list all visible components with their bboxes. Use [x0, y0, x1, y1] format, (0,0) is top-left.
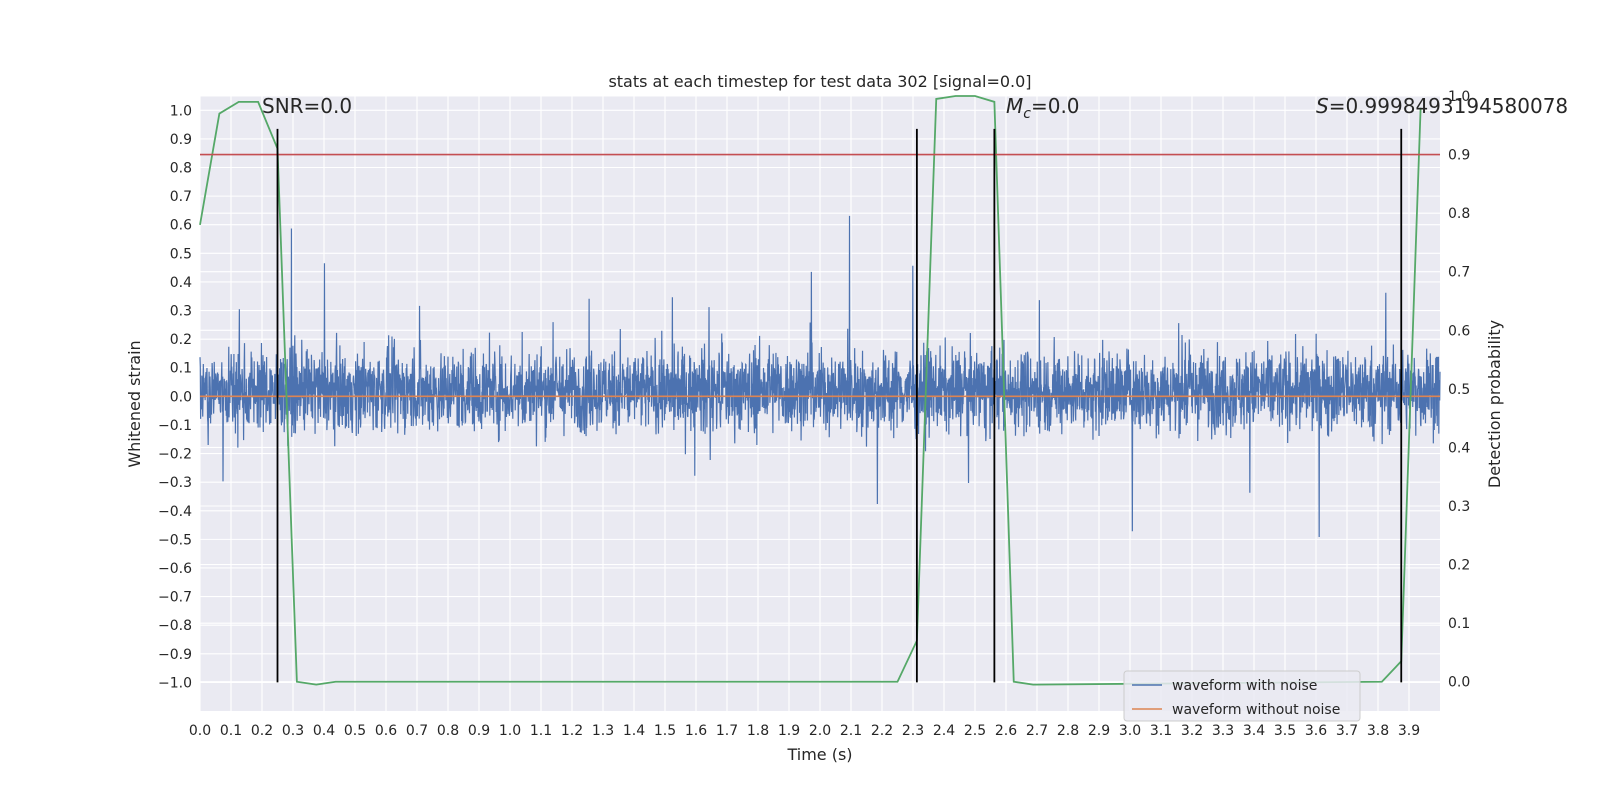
y2-tick-label-8: 0.2	[1448, 558, 1470, 574]
y-tick-label-20: −1.0	[158, 675, 192, 691]
x-axis: 0.0 0.1 0.2 0.3 0.4 0.5 0.6 0.7 0.8 0.9 1.0 1.1 1.2 1…	[189, 723, 1420, 739]
x-tick-label-38: 3.8	[1367, 723, 1389, 739]
x-tick-label-2: 0.2	[251, 723, 273, 739]
y-axis-label: Whitened strain	[125, 340, 144, 467]
y-tick-label-1: 0.9	[170, 132, 192, 148]
x-tick-label-31: 3.1	[1150, 723, 1172, 739]
x-tick-label-37: 3.7	[1336, 723, 1358, 739]
x-tick-label-9: 0.9	[468, 723, 490, 739]
y-tick-label-16: −0.6	[158, 561, 192, 577]
x-tick-label-13: 1.3	[592, 723, 614, 739]
y-tick-label-3: 0.7	[170, 189, 192, 205]
legend-box	[1123, 670, 1361, 722]
legend-entry-clean: waveform without noise	[1172, 702, 1340, 718]
y-tick-label-17: −0.7	[158, 590, 192, 606]
x-tick-label-23: 2.3	[902, 723, 924, 739]
y2-tick-label-4: 0.6	[1448, 323, 1470, 339]
annotation-2: S=0.9998493194580078	[1316, 94, 1568, 118]
y2-tick-label-2: 0.8	[1448, 206, 1470, 222]
y2-tick-label-0: 1.0	[1448, 89, 1470, 105]
y-tick-label-14: −0.4	[158, 504, 192, 520]
y-tick-label-13: −0.3	[158, 475, 192, 491]
annotation-0: SNR=0.0	[262, 94, 352, 118]
y-tick-label-4: 0.6	[170, 218, 192, 234]
x-tick-label-7: 0.7	[406, 723, 428, 739]
y-tick-label-9: 0.1	[170, 361, 192, 377]
x-tick-label-36: 3.6	[1305, 723, 1327, 739]
y-tick-label-5: 0.5	[170, 246, 192, 262]
x-tick-label-34: 3.4	[1243, 723, 1265, 739]
x-tick-label-39: 3.9	[1398, 723, 1420, 739]
x-tick-label-30: 3.0	[1119, 723, 1141, 739]
x-tick-label-21: 2.1	[840, 723, 862, 739]
legend-entry-noise: waveform with noise	[1172, 678, 1317, 694]
y2-tick-label-10: 0.0	[1448, 675, 1470, 691]
x-tick-label-10: 1.0	[499, 723, 521, 739]
x-tick-label-8: 0.8	[437, 723, 459, 739]
y-tick-label-10: 0.0	[170, 389, 192, 405]
y-tick-label-12: −0.2	[158, 447, 192, 463]
y-tick-label-6: 0.4	[170, 275, 192, 291]
x-tick-label-25: 2.5	[964, 723, 986, 739]
x-tick-label-18: 1.8	[747, 723, 769, 739]
y-tick-label-11: −0.1	[158, 418, 192, 434]
x-tick-label-28: 2.8	[1057, 723, 1079, 739]
y2-axis-label: Detection probability	[1485, 320, 1504, 488]
x-tick-label-20: 2.0	[809, 723, 831, 739]
x-tick-label-35: 3.5	[1274, 723, 1296, 739]
x-tick-label-4: 0.4	[313, 723, 335, 739]
chart-title: stats at each timestep for test data 302…	[608, 72, 1031, 91]
reference-lines	[200, 128, 1440, 683]
x-axis-label: Time (s)	[786, 745, 852, 764]
y2-tick-label-3: 0.7	[1448, 265, 1470, 281]
y-tick-label-18: −0.8	[158, 618, 192, 634]
x-tick-label-22: 2.2	[871, 723, 893, 739]
series-line-waveform-with-noise	[199, 215, 1441, 538]
x-tick-label-11: 1.1	[530, 723, 552, 739]
x-tick-label-14: 1.4	[623, 723, 645, 739]
x-tick-label-24: 2.4	[933, 723, 955, 739]
x-tick-label-33: 3.3	[1212, 723, 1234, 739]
x-tick-label-5: 0.5	[344, 723, 366, 739]
y2-axis: 1.0 0.9 0.8 0.7 0.6 0.5 0.4 0.3 0.2 0.1 0.0	[1448, 89, 1470, 691]
y-tick-label-8: 0.2	[170, 332, 192, 348]
x-tick-label-0: 0.0	[189, 723, 211, 739]
x-tick-label-19: 1.9	[778, 723, 800, 739]
y-tick-label-19: −0.9	[158, 647, 192, 663]
y-axis: 1.0 0.9 0.8 0.7 0.6 0.5 0.4 0.3 0.2 0.1 0.0 −0.1 −0.…	[158, 103, 192, 691]
y-tick-label-2: 0.8	[170, 161, 192, 177]
x-tick-label-12: 1.2	[561, 723, 583, 739]
x-tick-label-29: 2.9	[1088, 723, 1110, 739]
x-tick-label-6: 0.6	[375, 723, 397, 739]
y2-tick-label-5: 0.5	[1448, 382, 1470, 398]
y2-tick-label-1: 0.9	[1448, 148, 1470, 164]
x-tick-label-26: 2.6	[995, 723, 1017, 739]
x-tick-label-32: 3.2	[1181, 723, 1203, 739]
x-tick-label-1: 0.1	[220, 723, 242, 739]
y-tick-label-0: 1.0	[170, 103, 192, 119]
y2-tick-label-6: 0.4	[1448, 440, 1470, 456]
y2-tick-label-7: 0.3	[1448, 499, 1470, 515]
y-tick-label-7: 0.3	[170, 304, 192, 320]
x-tick-label-3: 0.3	[282, 723, 304, 739]
y-tick-label-15: −0.5	[158, 532, 192, 548]
x-tick-label-17: 1.7	[716, 723, 738, 739]
x-tick-label-16: 1.6	[685, 723, 707, 739]
legend: waveform with noise waveform without noi…	[1123, 670, 1361, 722]
x-tick-label-15: 1.5	[654, 723, 676, 739]
y2-tick-label-9: 0.1	[1448, 616, 1470, 632]
annotations: SNR=0.0 Mc=0.0 S=0.9998493194580078	[262, 94, 1568, 122]
annotation-1: Mc=0.0	[1006, 94, 1080, 122]
x-tick-label-27: 2.7	[1026, 723, 1048, 739]
